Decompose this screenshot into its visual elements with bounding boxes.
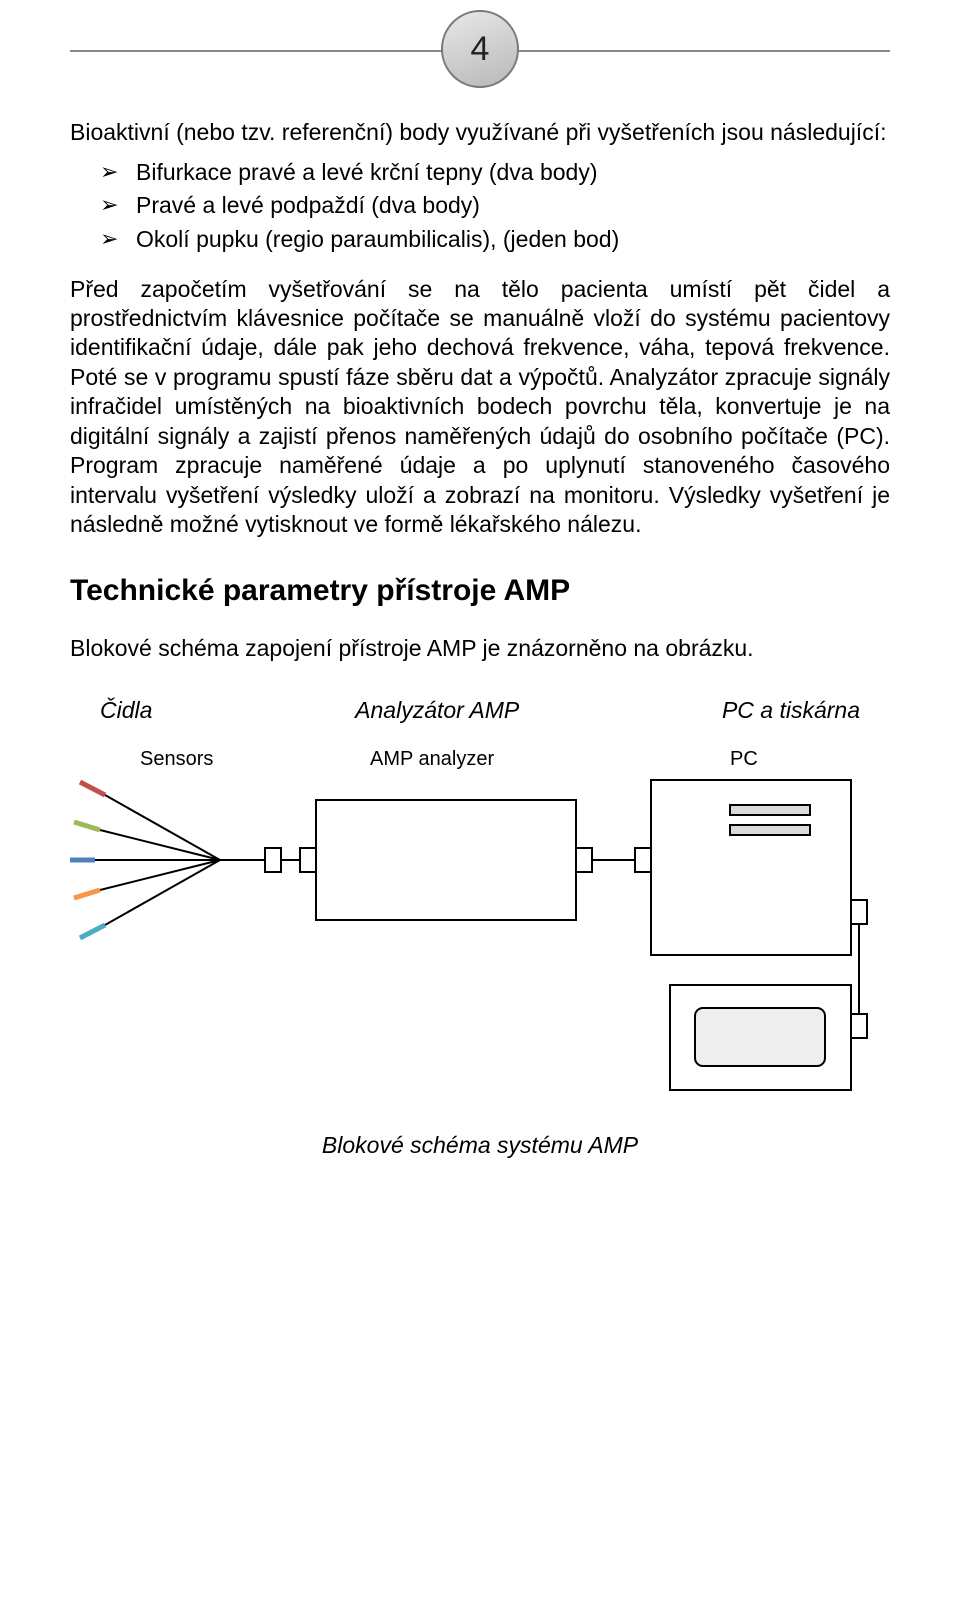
label-pc-en: PC — [730, 748, 758, 770]
connector-2 — [576, 848, 651, 872]
connector-1 — [265, 848, 316, 872]
list-item: Pravé a levé podpaždí (dva body) — [100, 190, 890, 221]
block-diagram: Sensors AMP analyzer PC — [70, 730, 890, 1110]
schema-intro: Blokové schéma zapojení přístroje AMP je… — [70, 634, 890, 663]
page-header: 4 — [70, 0, 890, 88]
bullet-list: Bifurkace pravé a levé krční tepny (dva … — [100, 157, 890, 254]
label-sensors-cz: Čidla — [100, 697, 152, 724]
page-number-badge: 4 — [441, 10, 519, 88]
connector-3 — [851, 900, 867, 1038]
label-analyzer-en: AMP analyzer — [370, 748, 494, 770]
printer-node — [670, 985, 851, 1090]
diagram-svg: Sensors AMP analyzer PC — [70, 730, 890, 1110]
page-number: 4 — [471, 30, 490, 69]
label-pc-cz: PC a tiskárna — [722, 697, 860, 724]
content: Bioaktivní (nebo tzv. referenční) body v… — [70, 118, 890, 1159]
label-analyzer-cz: Analyzátor AMP — [355, 697, 519, 724]
pc-node — [651, 780, 851, 955]
page: 4 Bioaktivní (nebo tzv. referenční) body… — [0, 0, 960, 1219]
diagram-caption: Blokové schéma systému AMP — [70, 1132, 890, 1159]
diagram-labels-cz: Čidla Analyzátor AMP PC a tiskárna — [70, 697, 890, 724]
label-sensors-en: Sensors — [140, 748, 213, 770]
section-heading: Technické parametry přístroje AMP — [70, 574, 890, 608]
main-paragraph: Před započetím vyšetřování se na tělo pa… — [70, 275, 890, 540]
list-item: Okolí pupku (regio paraumbilicalis), (je… — [100, 224, 890, 255]
intro-paragraph: Bioaktivní (nebo tzv. referenční) body v… — [70, 118, 890, 147]
sensors-node — [70, 782, 265, 938]
analyzer-node — [316, 800, 576, 920]
list-item: Bifurkace pravé a levé krční tepny (dva … — [100, 157, 890, 188]
